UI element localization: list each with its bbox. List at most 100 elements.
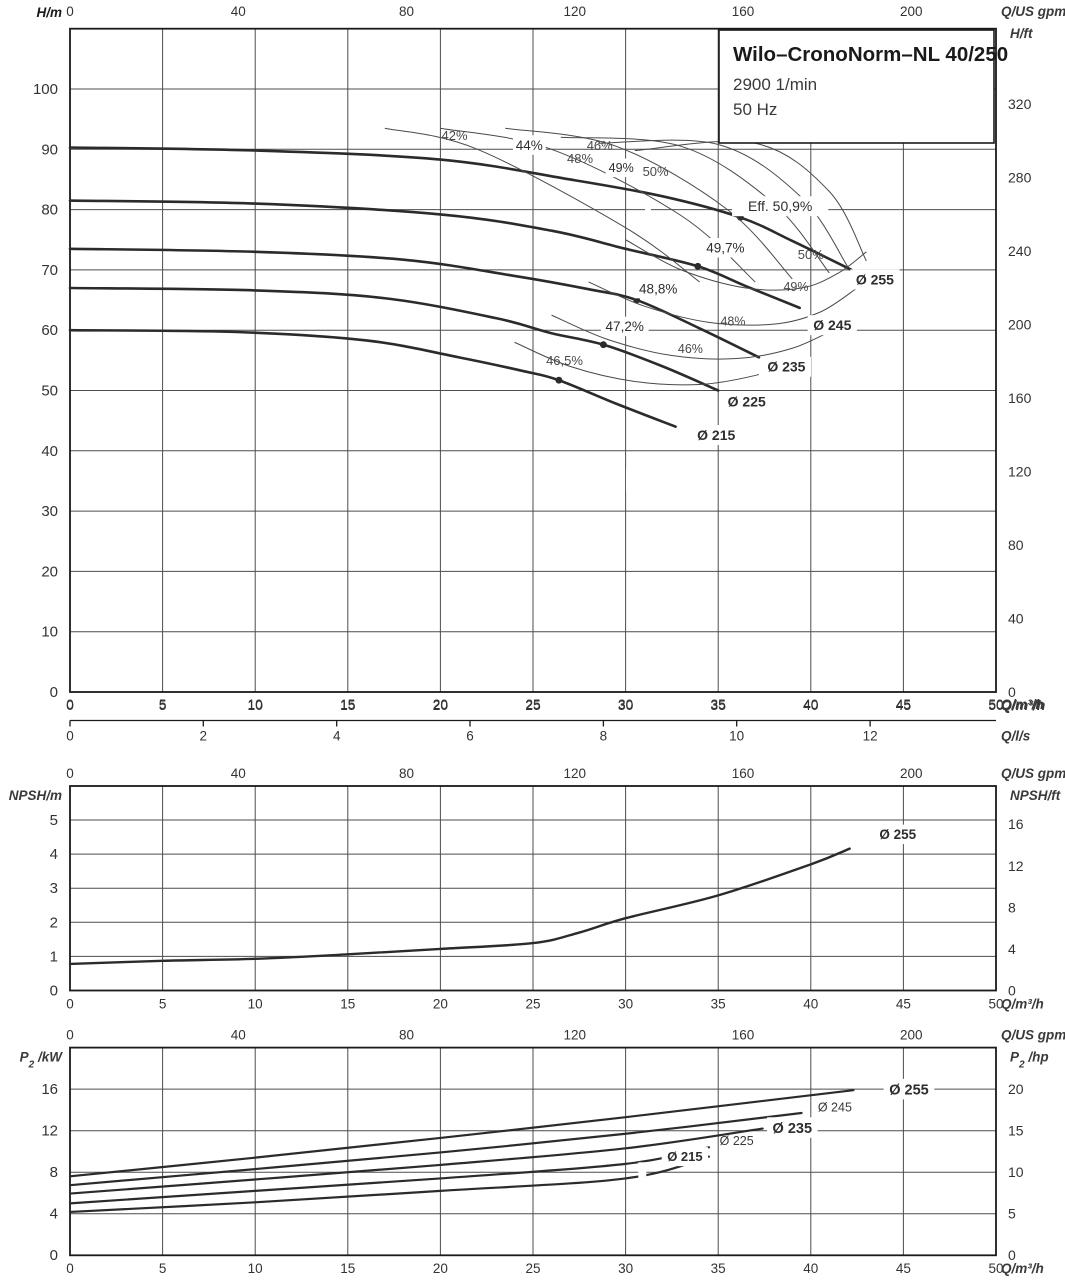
svg-text:30: 30 bbox=[618, 997, 633, 1012]
svg-text:0: 0 bbox=[50, 983, 58, 1000]
svg-text:0: 0 bbox=[66, 997, 74, 1012]
svg-text:10: 10 bbox=[248, 1261, 263, 1276]
svg-text:8: 8 bbox=[1008, 899, 1016, 915]
svg-text:160: 160 bbox=[732, 4, 755, 19]
svg-text:Eff. 50,9%: Eff. 50,9% bbox=[748, 198, 812, 214]
svg-text:49,7%: 49,7% bbox=[706, 241, 744, 256]
svg-text:42%: 42% bbox=[441, 128, 467, 143]
svg-text:40: 40 bbox=[803, 697, 818, 712]
svg-text:48%: 48% bbox=[720, 314, 745, 328]
svg-text:20: 20 bbox=[433, 1261, 448, 1276]
svg-text:30: 30 bbox=[618, 1261, 633, 1276]
svg-text:40: 40 bbox=[231, 4, 246, 19]
svg-text:120: 120 bbox=[564, 766, 587, 781]
svg-text:Ø 215: Ø 215 bbox=[667, 1149, 702, 1164]
svg-text:35: 35 bbox=[711, 997, 726, 1012]
svg-text:0: 0 bbox=[1008, 1247, 1016, 1263]
svg-text:5: 5 bbox=[159, 697, 167, 712]
svg-text:Q/m³/h: Q/m³/h bbox=[1001, 697, 1044, 712]
svg-text:16: 16 bbox=[1008, 816, 1024, 832]
svg-text:50: 50 bbox=[41, 383, 58, 400]
svg-text:48,8%: 48,8% bbox=[639, 281, 677, 296]
svg-text:50 Hz: 50 Hz bbox=[733, 100, 777, 119]
svg-text:15: 15 bbox=[340, 997, 355, 1012]
svg-text:80: 80 bbox=[399, 766, 414, 781]
svg-text:45: 45 bbox=[896, 1261, 911, 1276]
svg-text:200: 200 bbox=[900, 766, 923, 781]
svg-text:Q/m³/h: Q/m³/h bbox=[1001, 997, 1044, 1012]
svg-text:12: 12 bbox=[41, 1123, 58, 1140]
svg-text:30: 30 bbox=[618, 697, 633, 712]
svg-text:Ø 215: Ø 215 bbox=[697, 427, 735, 443]
svg-text:240: 240 bbox=[1008, 243, 1032, 259]
svg-text:4: 4 bbox=[333, 729, 341, 744]
svg-text:1: 1 bbox=[50, 948, 58, 965]
svg-text:0: 0 bbox=[66, 1261, 74, 1276]
svg-text:3: 3 bbox=[50, 880, 58, 897]
svg-text:200: 200 bbox=[1008, 316, 1032, 332]
svg-text:49%: 49% bbox=[609, 161, 634, 175]
svg-text:40: 40 bbox=[803, 997, 818, 1012]
svg-text:80: 80 bbox=[41, 202, 58, 219]
svg-text:0: 0 bbox=[66, 697, 74, 712]
svg-text:40: 40 bbox=[231, 1028, 246, 1043]
svg-text:10: 10 bbox=[41, 624, 58, 641]
svg-text:60: 60 bbox=[41, 322, 58, 339]
svg-text:15: 15 bbox=[340, 697, 355, 712]
svg-text:20: 20 bbox=[41, 563, 58, 580]
svg-text:10: 10 bbox=[248, 997, 263, 1012]
svg-text:80: 80 bbox=[1008, 537, 1024, 553]
svg-text:90: 90 bbox=[41, 141, 58, 158]
svg-text:Ø 245: Ø 245 bbox=[813, 317, 851, 333]
svg-text:25: 25 bbox=[525, 1261, 540, 1276]
svg-text:50%: 50% bbox=[798, 247, 824, 262]
svg-text:20: 20 bbox=[433, 997, 448, 1012]
svg-text:49%: 49% bbox=[783, 280, 808, 294]
svg-text:H/m: H/m bbox=[36, 5, 62, 20]
svg-text:200: 200 bbox=[900, 1028, 923, 1043]
svg-text:4: 4 bbox=[50, 846, 58, 863]
svg-text:0: 0 bbox=[50, 1247, 58, 1264]
svg-text:47,2%: 47,2% bbox=[606, 319, 644, 334]
svg-text:Wilo–CronoNorm–NL 40/250: Wilo–CronoNorm–NL 40/250 bbox=[733, 43, 1008, 66]
svg-text:40: 40 bbox=[1008, 611, 1024, 627]
svg-text:48%: 48% bbox=[567, 151, 593, 166]
svg-text:40: 40 bbox=[803, 1261, 818, 1276]
svg-text:Ø 245: Ø 245 bbox=[818, 1100, 852, 1114]
svg-text:Ø 235: Ø 235 bbox=[773, 1121, 813, 1137]
svg-text:Ø 225: Ø 225 bbox=[728, 393, 766, 409]
svg-text:46%: 46% bbox=[678, 342, 703, 356]
svg-text:Ø 235: Ø 235 bbox=[767, 359, 805, 375]
svg-text:2: 2 bbox=[200, 729, 208, 744]
svg-text:10: 10 bbox=[1008, 1164, 1024, 1180]
svg-text:120: 120 bbox=[1008, 463, 1032, 479]
svg-text:2: 2 bbox=[50, 914, 58, 931]
svg-text:Q/US gpm: Q/US gpm bbox=[1001, 4, 1065, 19]
svg-text:Q/US gpm: Q/US gpm bbox=[1001, 1028, 1065, 1043]
svg-text:35: 35 bbox=[711, 697, 726, 712]
svg-text:80: 80 bbox=[399, 4, 414, 19]
svg-text:4: 4 bbox=[1008, 941, 1016, 957]
svg-text:5: 5 bbox=[1008, 1206, 1016, 1222]
svg-text:200: 200 bbox=[900, 4, 923, 19]
svg-text:160: 160 bbox=[732, 766, 755, 781]
svg-text:Q/l/s: Q/l/s bbox=[1001, 729, 1031, 744]
svg-text:Ø 255: Ø 255 bbox=[879, 827, 916, 842]
svg-text:50%: 50% bbox=[643, 164, 669, 179]
svg-text:46,5%: 46,5% bbox=[546, 353, 583, 368]
svg-text:5: 5 bbox=[159, 997, 167, 1012]
svg-text:15: 15 bbox=[1008, 1123, 1024, 1139]
svg-text:0: 0 bbox=[66, 766, 74, 781]
svg-text:5: 5 bbox=[159, 1261, 167, 1276]
svg-text:40: 40 bbox=[231, 766, 246, 781]
svg-text:120: 120 bbox=[564, 4, 587, 19]
svg-text:0: 0 bbox=[66, 729, 74, 744]
svg-text:NPSH/m: NPSH/m bbox=[9, 788, 62, 803]
svg-text:2900 1/min: 2900 1/min bbox=[733, 75, 817, 94]
svg-text:Ø 225: Ø 225 bbox=[720, 1134, 754, 1148]
svg-text:5: 5 bbox=[50, 812, 58, 829]
svg-text:0: 0 bbox=[66, 1028, 74, 1043]
svg-text:25: 25 bbox=[525, 997, 540, 1012]
svg-text:10: 10 bbox=[248, 697, 263, 712]
svg-text:H/ft: H/ft bbox=[1010, 26, 1033, 41]
